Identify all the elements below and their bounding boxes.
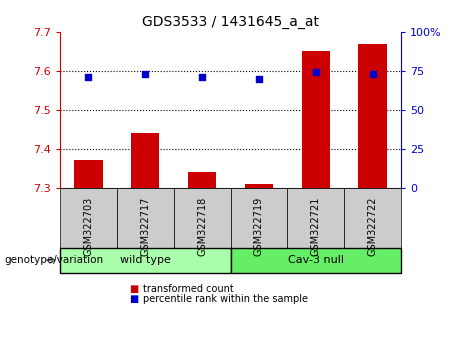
Point [142, 71, 149, 77]
Text: ■: ■ [129, 294, 138, 304]
Text: percentile rank within the sample: percentile rank within the sample [143, 294, 308, 304]
Text: GSM322722: GSM322722 [367, 197, 378, 256]
Text: GSM322703: GSM322703 [83, 197, 94, 256]
Text: GSM322717: GSM322717 [140, 197, 150, 256]
Text: ■: ■ [129, 284, 138, 293]
Text: GSM322719: GSM322719 [254, 197, 264, 256]
Bar [245, 184, 273, 188]
Point [85, 74, 92, 80]
Bar [74, 160, 102, 188]
Text: transformed count: transformed count [143, 284, 234, 293]
Text: Cav-3 null: Cav-3 null [288, 255, 344, 265]
Point [369, 71, 376, 77]
Bar [131, 133, 160, 188]
Text: GSM322718: GSM322718 [197, 197, 207, 256]
Text: genotype/variation: genotype/variation [5, 255, 104, 265]
Bar [188, 172, 216, 188]
Title: GDS3533 / 1431645_a_at: GDS3533 / 1431645_a_at [142, 16, 319, 29]
Point [255, 76, 263, 81]
Bar [301, 51, 330, 188]
Text: wild type: wild type [120, 255, 171, 265]
Bar [358, 44, 387, 188]
Point [312, 69, 319, 75]
Point [198, 74, 206, 80]
Text: GSM322721: GSM322721 [311, 197, 321, 256]
